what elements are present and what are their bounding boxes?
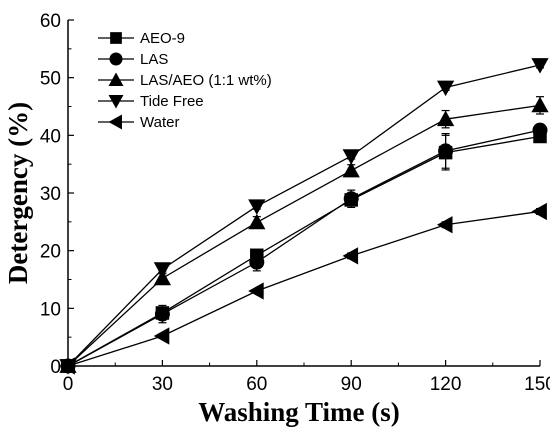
data-point xyxy=(248,282,264,300)
legend-item-2: LAS/AEO (1:1 wt%) xyxy=(98,72,272,89)
data-point xyxy=(343,191,359,207)
series-line xyxy=(67,104,541,367)
series-line xyxy=(67,64,541,367)
x-tick-label: 0 xyxy=(63,374,74,395)
series-line xyxy=(67,129,541,367)
y-tick-label: 10 xyxy=(40,299,61,320)
legend-label: Water xyxy=(140,114,179,131)
axes: 0 30 60 90 120 150 0 10 20 30 40 50 60 xyxy=(40,11,550,395)
series-0 xyxy=(61,129,547,373)
plot-area xyxy=(59,58,549,375)
legend-marker xyxy=(108,95,124,109)
series-line xyxy=(67,135,541,367)
data-point xyxy=(59,357,75,375)
legend-item-0: AEO-9 xyxy=(98,30,185,47)
data-point xyxy=(154,306,170,322)
data-point xyxy=(531,58,549,74)
data-point xyxy=(342,161,360,178)
data-point xyxy=(249,254,265,270)
legend-marker xyxy=(109,52,123,66)
data-point xyxy=(438,143,454,159)
data-point xyxy=(342,247,359,265)
legend-label: LAS xyxy=(140,51,168,68)
x-axis-title: Washing Time (s) xyxy=(198,397,400,427)
series-line xyxy=(67,210,541,367)
y-tick-label: 60 xyxy=(40,11,61,32)
x-tick-label: 30 xyxy=(152,374,173,395)
x-tick-label: 90 xyxy=(341,374,362,395)
series-3 xyxy=(59,58,549,375)
data-point xyxy=(436,110,455,127)
x-tick-label: 60 xyxy=(246,374,267,395)
data-point xyxy=(436,216,453,234)
data-point xyxy=(153,262,172,278)
data-point xyxy=(248,199,266,215)
series-4 xyxy=(59,202,547,375)
data-point xyxy=(532,122,548,138)
data-point xyxy=(531,96,549,113)
data-point xyxy=(153,327,170,345)
y-tick-label: 20 xyxy=(40,242,61,263)
legend-label: Tide Free xyxy=(140,93,204,110)
y-tick-label: 30 xyxy=(40,184,61,205)
series-1 xyxy=(60,122,548,374)
legend-item-1: LAS xyxy=(98,51,168,68)
legend-item-3: Tide Free xyxy=(98,93,204,110)
data-point xyxy=(248,213,266,230)
y-tick-label: 40 xyxy=(40,126,61,147)
data-point xyxy=(531,202,547,221)
legend-item-4: Water xyxy=(98,114,179,131)
legend: AEO-9 LAS LAS/AEO (1:1 wt%) Tide Free Water xyxy=(98,30,272,131)
x-tick-label: 150 xyxy=(524,374,550,395)
y-axis-title: Detergency (%) xyxy=(3,102,33,284)
y-tick-label: 50 xyxy=(40,69,61,90)
legend-label: LAS/AEO (1:1 wt%) xyxy=(140,72,272,89)
legend-marker xyxy=(108,114,122,130)
x-tick-label: 120 xyxy=(430,374,462,395)
data-point xyxy=(342,149,360,165)
legend-marker xyxy=(108,72,124,86)
legend-marker xyxy=(110,32,122,44)
y-tick-label: 0 xyxy=(50,357,61,378)
data-point xyxy=(436,80,455,97)
series-2 xyxy=(59,96,549,373)
legend-label: AEO-9 xyxy=(140,30,185,47)
